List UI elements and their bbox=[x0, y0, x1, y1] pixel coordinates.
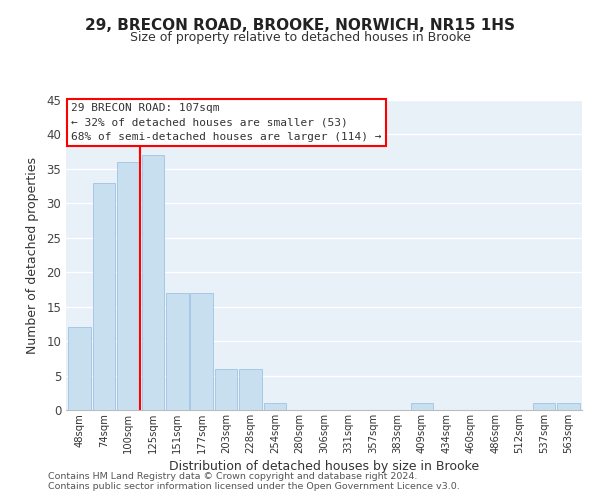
Y-axis label: Number of detached properties: Number of detached properties bbox=[26, 156, 40, 354]
Bar bbox=[239, 368, 262, 410]
Bar bbox=[557, 403, 580, 410]
Bar bbox=[215, 368, 238, 410]
Text: 29, BRECON ROAD, BROOKE, NORWICH, NR15 1HS: 29, BRECON ROAD, BROOKE, NORWICH, NR15 1… bbox=[85, 18, 515, 32]
X-axis label: Distribution of detached houses by size in Brooke: Distribution of detached houses by size … bbox=[169, 460, 479, 473]
Text: Size of property relative to detached houses in Brooke: Size of property relative to detached ho… bbox=[130, 31, 470, 44]
Bar bbox=[533, 403, 556, 410]
Bar bbox=[410, 403, 433, 410]
Bar bbox=[190, 293, 213, 410]
Bar bbox=[264, 403, 286, 410]
Text: Contains public sector information licensed under the Open Government Licence v3: Contains public sector information licen… bbox=[48, 482, 460, 491]
Text: Contains HM Land Registry data © Crown copyright and database right 2024.: Contains HM Land Registry data © Crown c… bbox=[48, 472, 418, 481]
Bar bbox=[166, 293, 188, 410]
Text: 29 BRECON ROAD: 107sqm
← 32% of detached houses are smaller (53)
68% of semi-det: 29 BRECON ROAD: 107sqm ← 32% of detached… bbox=[71, 103, 382, 142]
Bar bbox=[142, 155, 164, 410]
Bar bbox=[92, 182, 115, 410]
Bar bbox=[68, 328, 91, 410]
Bar bbox=[117, 162, 140, 410]
